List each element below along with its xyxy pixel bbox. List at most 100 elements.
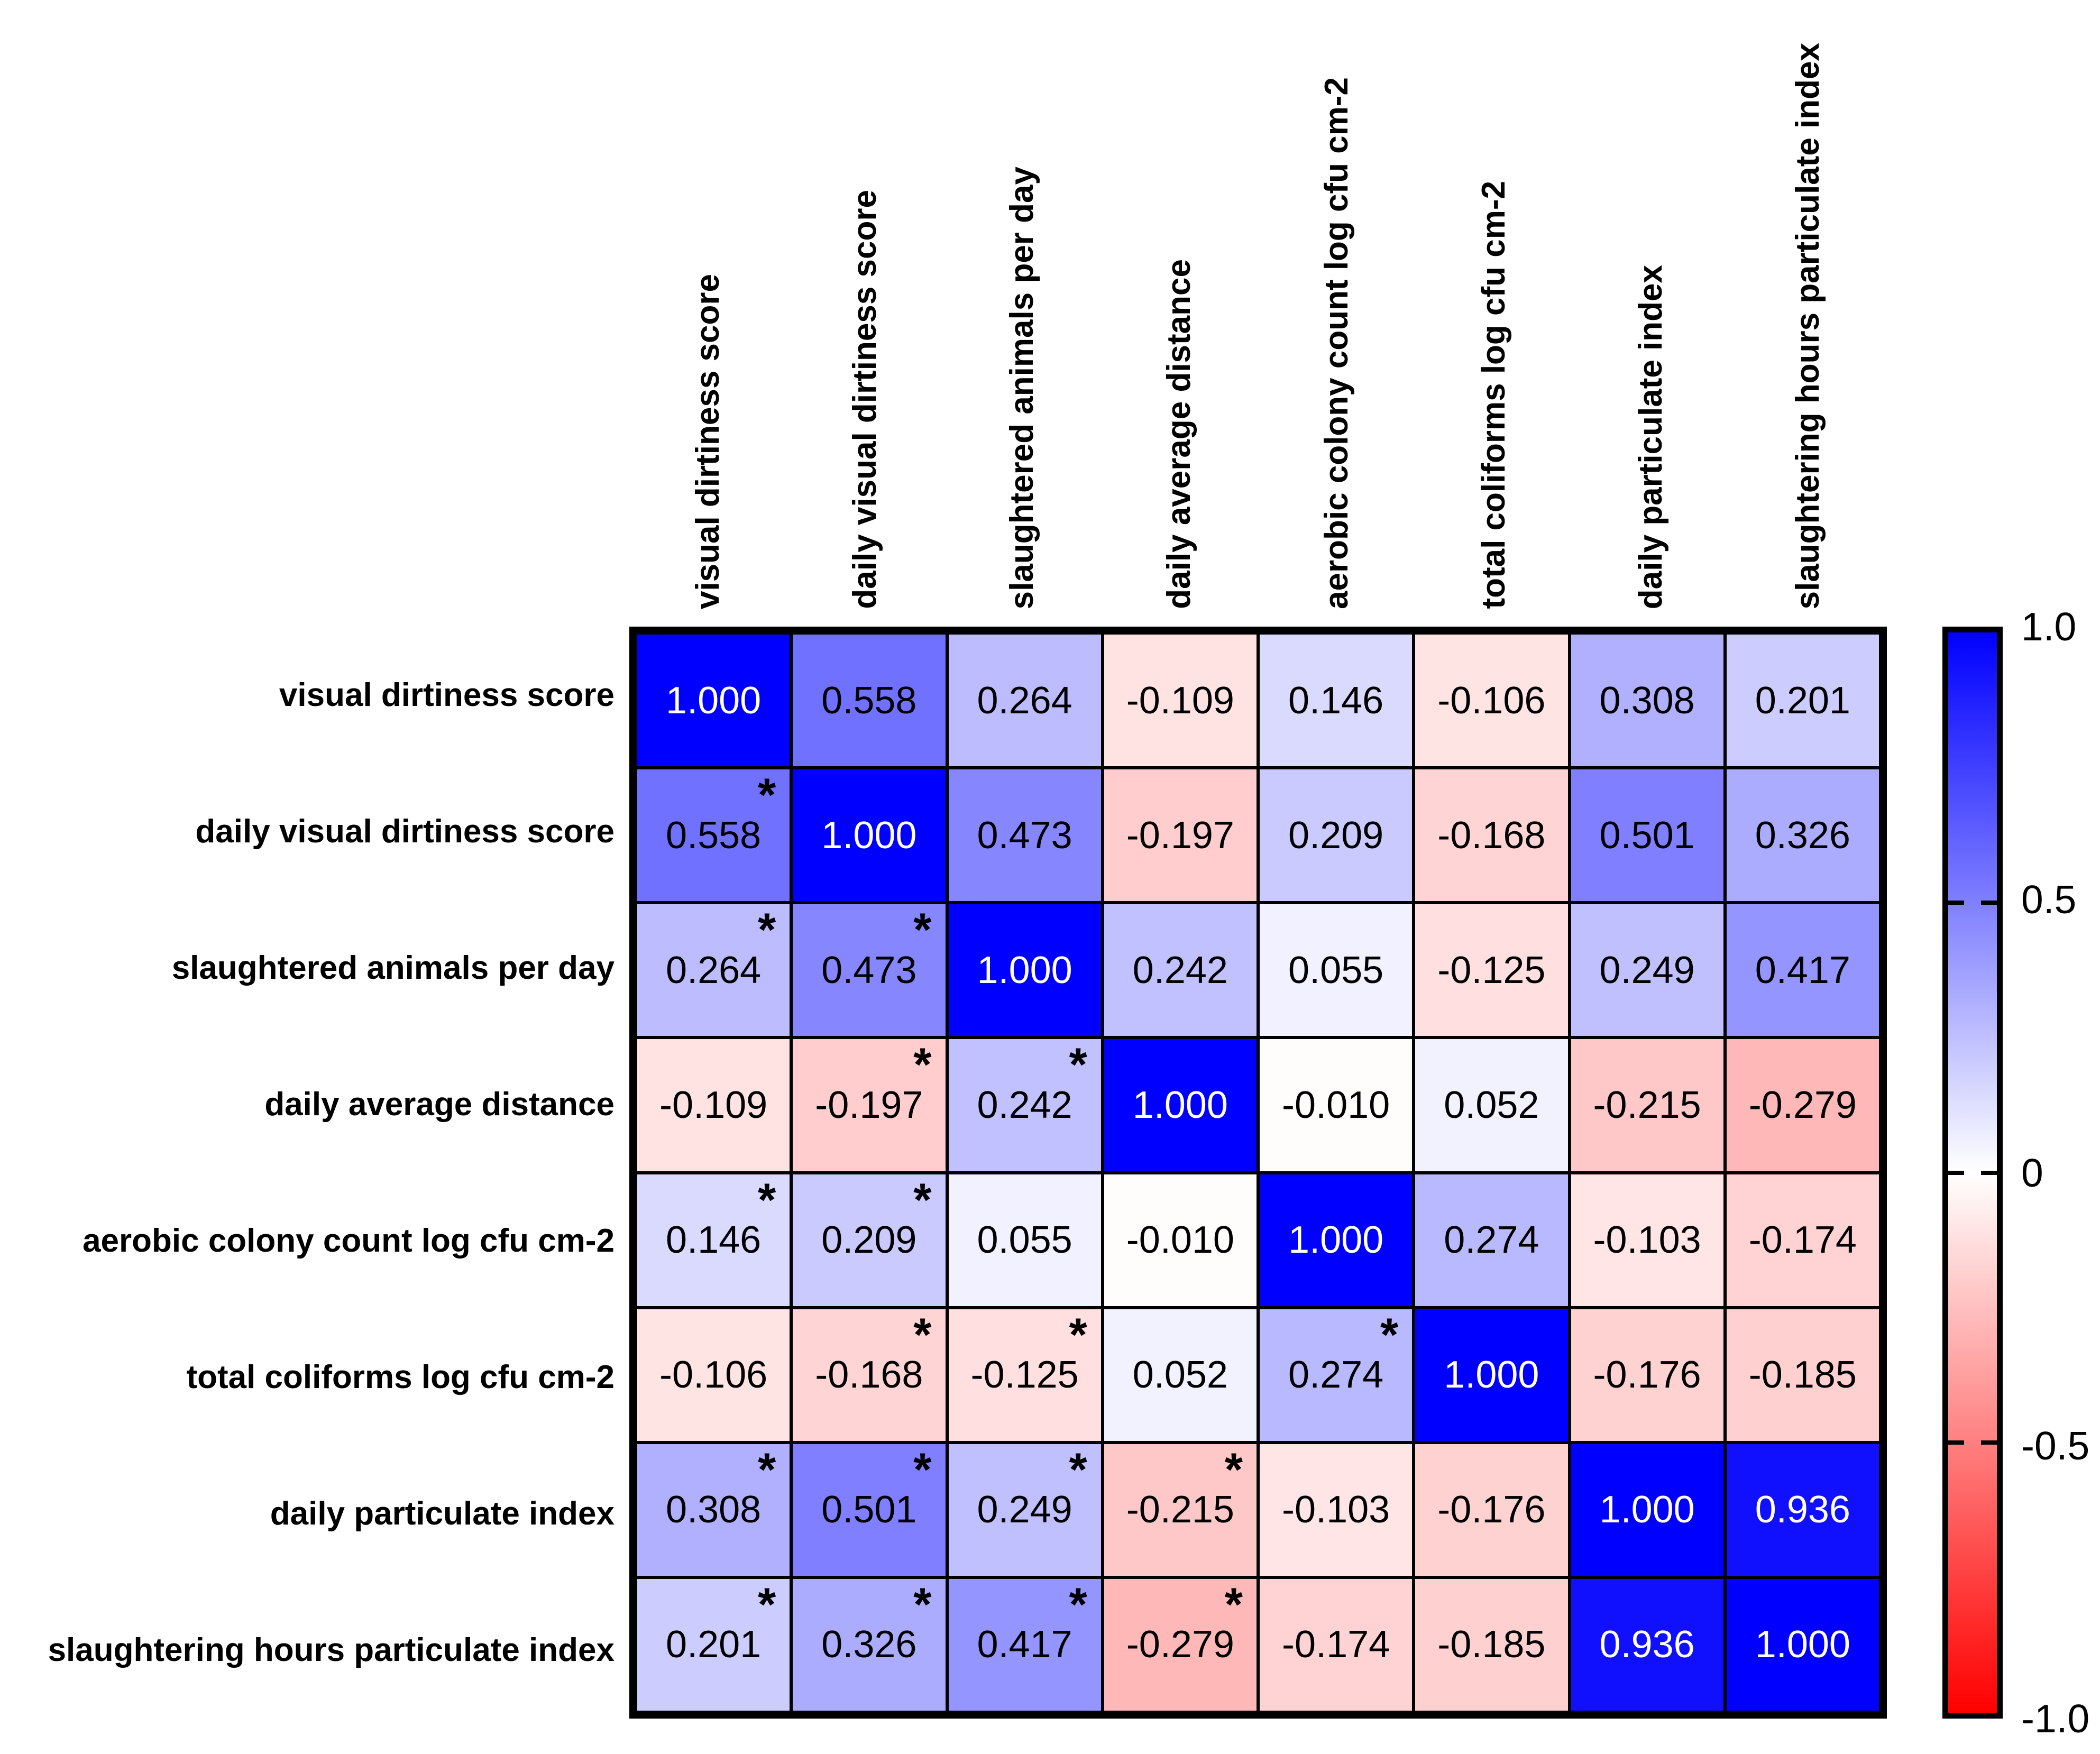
heatmap-cell: -0.176 <box>1569 1307 1725 1443</box>
correlation-value: 1.000 <box>821 814 917 857</box>
heatmap-cell: -0.168 <box>1414 768 1570 903</box>
heatmap-cell: 0.146 <box>1258 633 1414 768</box>
colorbar-tick-mark <box>1948 1440 1964 1445</box>
correlation-value: -0.103 <box>1593 1219 1701 1262</box>
correlation-value: 0.417 <box>977 1623 1072 1666</box>
column-header-label: daily visual dirtiness score <box>846 190 883 609</box>
column-header: slaughtered animals per day <box>944 0 1101 614</box>
correlation-value: 0.242 <box>1132 949 1228 991</box>
heatmap-cell: * 0.417 <box>947 1577 1103 1712</box>
correlation-value: 0.052 <box>1444 1083 1539 1126</box>
correlation-value: -0.010 <box>1282 1083 1390 1126</box>
correlation-value: 1.000 <box>1288 1219 1384 1262</box>
column-header: slaughtering hours particulate index <box>1730 0 1887 614</box>
significance-asterisk: * <box>913 1038 932 1091</box>
heatmap-cell: -0.176 <box>1414 1442 1570 1577</box>
correlation-value: 0.264 <box>666 949 762 991</box>
heatmap-cell: * 0.249 <box>947 1442 1103 1577</box>
correlation-value: 0.558 <box>821 679 917 722</box>
column-header-label: total coliforms log cfu cm-2 <box>1475 181 1512 609</box>
correlation-value: 0.209 <box>1288 814 1384 857</box>
correlation-value: 0.274 <box>1288 1354 1384 1397</box>
correlation-value: 0.326 <box>1755 814 1850 857</box>
heatmap-cell: 0.473 <box>947 768 1103 903</box>
row-label: visual dirtiness score <box>279 676 615 713</box>
correlation-value: 0.308 <box>1599 679 1695 722</box>
significance-asterisk: * <box>913 1577 932 1630</box>
colorbar-tick-mark <box>1981 1170 1997 1175</box>
correlation-value: -0.174 <box>1748 1219 1857 1262</box>
heatmap-cell: 0.201 <box>1725 633 1881 768</box>
heatmap-cell: 0.274 <box>1414 1172 1570 1308</box>
correlation-value: 0.242 <box>977 1083 1072 1126</box>
correlation-value: -0.010 <box>1126 1219 1234 1262</box>
heatmap-cell: 0.417 <box>1725 903 1881 1038</box>
colorbar-tick-label: -1.0 <box>2021 1696 2090 1741</box>
row-label: total coliforms log cfu cm-2 <box>186 1359 615 1396</box>
heatmap-cell: -0.109 <box>636 1037 792 1173</box>
correlation-value: 0.558 <box>666 814 762 857</box>
correlation-value: -0.109 <box>659 1083 768 1126</box>
significance-asterisk: * <box>1380 1308 1399 1361</box>
significance-asterisk: * <box>913 1173 932 1226</box>
column-header: visual dirtiness score <box>629 0 786 614</box>
correlation-value: 0.209 <box>821 1219 917 1262</box>
heatmap-cell: 0.936 <box>1569 1577 1725 1712</box>
heatmap-cell: -0.106 <box>1414 633 1570 768</box>
heatmap-cell: * 0.242 <box>947 1037 1103 1173</box>
correlation-value: 0.501 <box>1599 814 1695 857</box>
column-header-label: daily average distance <box>1161 259 1198 609</box>
significance-asterisk: * <box>1069 1308 1087 1361</box>
heatmap-cell: 0.242 <box>1102 903 1258 1038</box>
colorbar-tick-label: -0.5 <box>2021 1423 2090 1468</box>
correlation-value: -0.185 <box>1437 1623 1546 1666</box>
significance-asterisk: * <box>1224 1577 1243 1630</box>
correlation-value: 0.055 <box>1288 949 1384 991</box>
correlation-value: 0.146 <box>1288 679 1384 722</box>
heatmap-cell: -0.174 <box>1258 1577 1414 1712</box>
correlation-value: 0.264 <box>977 679 1072 722</box>
heatmap-cell: 0.558 <box>791 633 947 768</box>
heatmap-cell: * 0.209 <box>791 1172 947 1308</box>
correlation-value: 0.274 <box>1444 1219 1539 1262</box>
correlation-value: -0.215 <box>1593 1083 1701 1126</box>
correlation-value: 0.473 <box>977 814 1072 857</box>
column-header-label: slaughtering hours particulate index <box>1790 42 1827 609</box>
heatmap-cell: 0.052 <box>1102 1307 1258 1443</box>
correlation-value: 1.000 <box>1444 1354 1539 1397</box>
correlation-value: -0.103 <box>1282 1489 1390 1531</box>
correlation-value: 0.249 <box>977 1489 1072 1531</box>
heatmap-cell: -0.109 <box>1102 633 1258 768</box>
correlation-value: 0.146 <box>666 1219 762 1262</box>
heatmap-cell: 0.209 <box>1258 768 1414 903</box>
heatmap-cell: -0.103 <box>1569 1172 1725 1308</box>
correlation-value: -0.197 <box>1126 814 1234 857</box>
correlation-value: 1.000 <box>666 679 762 722</box>
heatmap-cell: 0.326 <box>1725 768 1881 903</box>
heatmap-cell: * -0.125 <box>947 1307 1103 1443</box>
heatmap-cell: -0.106 <box>636 1307 792 1443</box>
heatmap-cell: -0.010 <box>1102 1172 1258 1308</box>
row-label: slaughtered animals per day <box>171 949 615 986</box>
row-label: aerobic colony count log cfu cm-2 <box>82 1223 615 1260</box>
significance-asterisk: * <box>1069 1443 1087 1495</box>
significance-asterisk: * <box>1069 1038 1087 1091</box>
heatmap-cell: * -0.168 <box>791 1307 947 1443</box>
column-header: total coliforms log cfu cm-2 <box>1415 0 1572 614</box>
colorbar-tick-mark <box>1948 900 1964 905</box>
correlation-value: 1.000 <box>1599 1489 1695 1531</box>
correlation-value: -0.125 <box>1437 949 1546 991</box>
significance-asterisk: * <box>758 1577 776 1630</box>
correlation-value: 0.417 <box>1755 949 1850 991</box>
colorbar <box>1942 627 2003 1719</box>
correlation-value: 0.052 <box>1132 1354 1228 1397</box>
correlation-value: -0.109 <box>1126 679 1234 722</box>
column-header: aerobic colony count log cfu cm-2 <box>1258 0 1415 614</box>
heatmap-cell: 1.000 <box>1725 1577 1881 1712</box>
correlation-value: -0.106 <box>1437 679 1546 722</box>
significance-asterisk: * <box>913 1443 932 1495</box>
heatmap-cell: -0.279 <box>1725 1037 1881 1173</box>
row-label: slaughtering hours particulate index <box>48 1632 615 1669</box>
correlation-value: 1.000 <box>1755 1623 1850 1666</box>
heatmap-cell: 0.264 <box>947 633 1103 768</box>
